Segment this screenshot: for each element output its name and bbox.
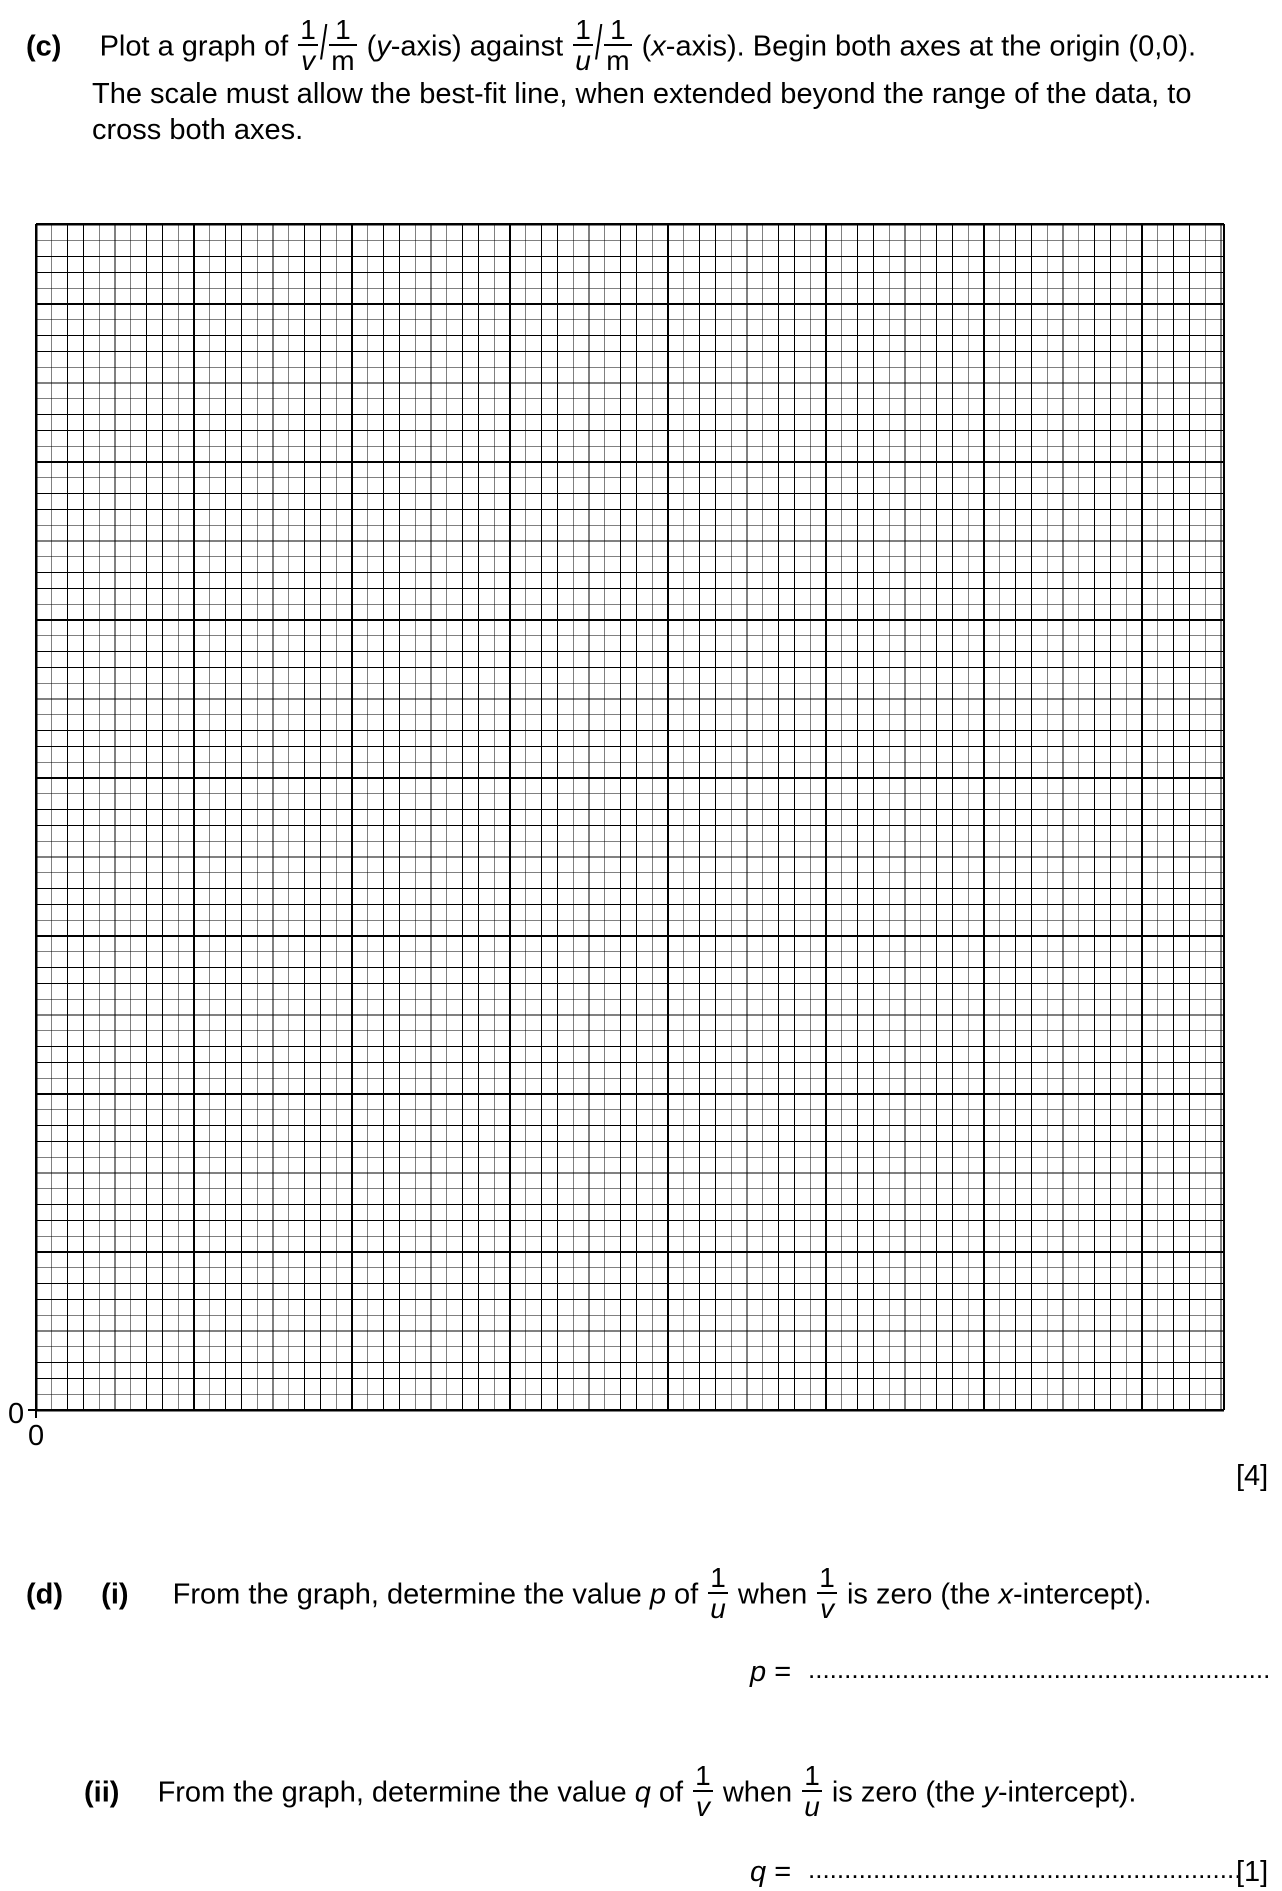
answer-q-field[interactable]: ........................................…	[808, 1854, 1238, 1884]
question-c-line1: (c) Plot a graph of 1 v/1 m (y-axis) again…	[26, 14, 1197, 76]
fraction-slash: /	[319, 17, 328, 70]
subpart-label-i: (i)	[101, 1578, 129, 1611]
question-d-i: (d) (i) From the graph, determine the va…	[26, 1562, 1152, 1624]
marks-d: [1]	[1236, 1856, 1269, 1888]
subpart-label-ii: (ii)	[84, 1776, 120, 1809]
answer-p-field[interactable]: ........................................…	[808, 1654, 1270, 1684]
part-label-c: (c)	[26, 30, 62, 63]
question-c-line2: The scale must allow the best-fit line, …	[92, 78, 1192, 110]
part-label-d: (d)	[26, 1578, 64, 1611]
question-d-ii: (ii) From the graph, determine the value…	[84, 1760, 1137, 1822]
answer-p-label: p =	[750, 1656, 792, 1688]
question-c-text: Plot a graph of	[99, 30, 289, 63]
origin-x-label: 0	[28, 1420, 45, 1452]
origin-y-label: 0	[8, 1398, 25, 1430]
question-c-line3: cross both axes.	[92, 114, 304, 146]
fraction-slash: /	[594, 17, 603, 70]
answer-q-label: q =	[750, 1856, 792, 1888]
marks-c: [4]	[1236, 1460, 1269, 1492]
